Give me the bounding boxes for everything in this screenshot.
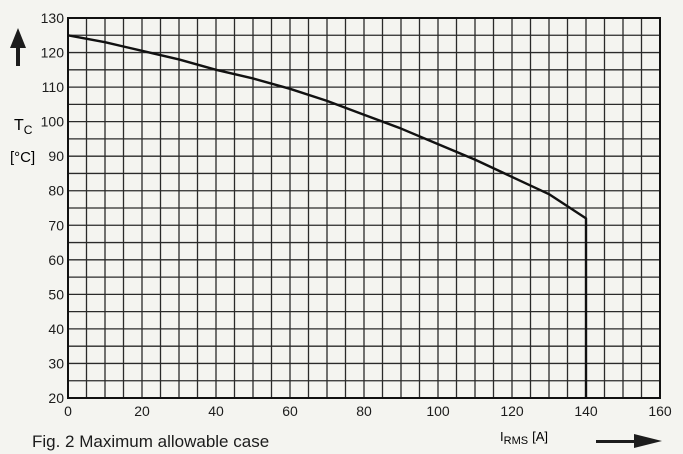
y-tick-label: 70	[48, 217, 64, 233]
y-tick-label: 50	[48, 286, 64, 302]
y-tick-label: 100	[41, 114, 65, 130]
x-axis-symbol: I	[500, 429, 504, 444]
x-tick-label: 140	[574, 403, 598, 419]
x-tick-label: 80	[356, 403, 372, 419]
y-tick-label: 80	[48, 183, 64, 199]
series-line	[67, 34, 588, 398]
plot-border	[67, 17, 661, 399]
y-tick-label: 130	[41, 10, 65, 26]
y-tick-label: 120	[41, 45, 65, 61]
y-tick-label: 30	[48, 355, 64, 371]
x-axis-subscript: RMS	[504, 435, 528, 447]
y-tick-label: 40	[48, 321, 64, 337]
y-tick-label: 110	[42, 79, 65, 95]
x-tick-label: 20	[134, 403, 150, 419]
y-tick-label: 90	[48, 148, 64, 164]
x-axis-unit: [A]	[532, 429, 548, 444]
grid	[67, 17, 661, 399]
x-tick-label: 0	[64, 403, 72, 419]
x-tick-label: 100	[426, 403, 450, 419]
y-axis-arrow-shaft	[16, 46, 20, 66]
x-axis-title: IRMS [A]	[500, 429, 662, 448]
y-axis-symbol: T	[14, 117, 24, 134]
x-axis-arrow-shaft	[596, 440, 636, 443]
y-axis-arrow-icon	[10, 28, 26, 48]
y-axis-title: TC [°C]	[10, 28, 35, 166]
x-tick-label: 120	[500, 403, 524, 419]
y-tick-label: 20	[48, 390, 64, 406]
x-tick-label: 160	[648, 403, 672, 419]
y-tick-label: 60	[48, 252, 64, 268]
x-tick-label: 40	[208, 403, 224, 419]
svg-text:TC: TC	[14, 117, 33, 137]
y-axis-unit: [°C]	[10, 149, 35, 166]
svg-text:IRMS[A]: IRMS [A]	[500, 429, 548, 447]
plot-frame	[67, 17, 661, 399]
x-tick-label: 60	[282, 403, 298, 419]
figure-caption: Fig. 2 Maximum allowable case	[32, 432, 270, 451]
y-axis-subscript: C	[24, 123, 33, 137]
series-layer	[67, 34, 588, 398]
x-axis-arrow-icon	[634, 434, 662, 448]
